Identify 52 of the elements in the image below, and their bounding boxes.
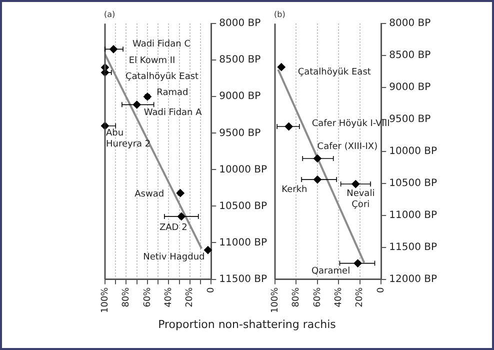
annotation: Kerkh [282, 184, 308, 195]
chart-title: (b) [274, 10, 286, 19]
x-tick-label: 80% [122, 286, 132, 308]
y-tick-label: 8000 BP [389, 18, 431, 30]
x-tick-label: 20% [355, 286, 366, 308]
y-tick-label: 9500 BP [389, 114, 431, 126]
y-tick-label: 8000 BP [219, 18, 261, 30]
annotation: El Kowm II [128, 56, 176, 66]
x-tick-label: 60% [142, 286, 153, 308]
y-tick-label: 11000 BP [389, 210, 438, 221]
y-tick-label: 10000 BP [219, 164, 268, 176]
x-axis-title: Proportion non-shattering rachis [157, 318, 337, 331]
annotation: Qaramel [311, 266, 350, 277]
y-tick-label: 9000 BP [219, 91, 261, 102]
annotation: Çatalhöyük East [125, 72, 200, 82]
x-tick-label: 100% [270, 286, 280, 314]
y-tick-label: 8500 BP [219, 54, 261, 66]
y-tick-label: 10000 BP [389, 146, 438, 158]
y-tick-label: 8500 BP [389, 50, 431, 62]
x-tick-label: 80% [292, 286, 302, 308]
y-tick-label: 10500 BP [219, 200, 268, 212]
chart-title: (a) [104, 10, 116, 19]
x-tick-label: 0 [206, 287, 216, 294]
x-tick-label: 60% [312, 286, 323, 308]
y-tick-label: 11500 BP [389, 242, 438, 253]
y-tick-label: 11500 BP [219, 274, 268, 285]
y-tick-label: 10500 BP [389, 178, 438, 189]
annotation: Wadi Fidan A [144, 108, 203, 118]
x-tick-label: 40% [334, 286, 344, 308]
point [109, 45, 118, 54]
y-tick-label: 12000 BP [389, 274, 438, 285]
y-tick-label: 9500 BP [219, 128, 261, 139]
y-tick-label: 11000 BP [219, 237, 268, 248]
point [204, 246, 212, 254]
y-tick-label: 9000 BP [389, 82, 431, 94]
annotation: Çatalhöyük East [298, 67, 372, 78]
point [132, 100, 141, 109]
x-tick-label: 20% [185, 286, 196, 308]
annotation: Aswad [134, 189, 164, 200]
x-tick-label: 100% [100, 286, 110, 314]
point [176, 189, 184, 198]
annotation: ZAD 2 [159, 222, 188, 233]
annotation: Cafer (XIII-IX) [317, 142, 378, 152]
annotation: Abu Hureyra 2 [106, 128, 151, 150]
annotation: Ramad [156, 88, 188, 98]
point [277, 63, 286, 72]
annotation: Wadi Fidan C [132, 40, 190, 50]
annotation: Nevali Çori [346, 188, 375, 210]
x-tick-label: 40% [164, 286, 174, 308]
x-tick-label: 0 [376, 287, 386, 294]
annotation: Netiv Hagdud [143, 252, 205, 262]
point [354, 259, 362, 268]
